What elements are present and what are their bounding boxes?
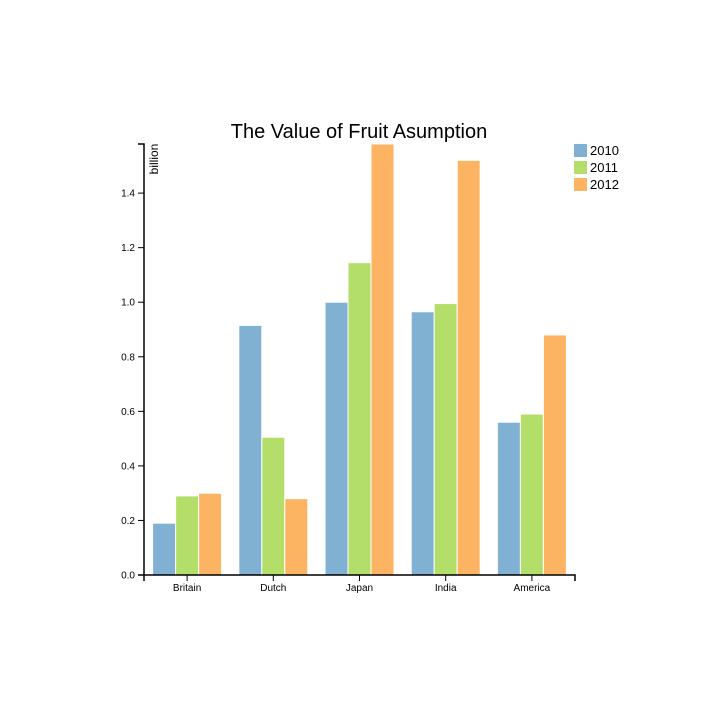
- legend-label-2010: 2010: [590, 143, 619, 158]
- bar-britain-2011: [175, 495, 200, 576]
- y-tick-label: 1.2: [121, 243, 135, 254]
- bar-japan-2012: [370, 143, 395, 576]
- x-tick-label: Japan: [346, 583, 373, 594]
- y-tick-label: 1.0: [121, 298, 135, 309]
- bar-america-2012: [542, 334, 567, 576]
- y-tick-label: 0.6: [121, 407, 135, 418]
- y-tick-label: 0.0: [121, 571, 135, 582]
- x-tick-label: America: [514, 583, 551, 594]
- bar-britain-2012: [198, 492, 223, 576]
- bar-india-2011: [433, 303, 458, 576]
- bar-dutch-2011: [261, 436, 286, 576]
- bar-india-2012: [456, 159, 481, 576]
- legend-label-2011: 2011: [590, 160, 618, 175]
- bar-japan-2011: [347, 262, 372, 576]
- legend-label-2012: 2012: [590, 177, 619, 192]
- bar-dutch-2010: [238, 324, 263, 576]
- chart-title: The Value of Fruit Asumption: [231, 121, 487, 143]
- y-tick-label: 0.4: [121, 461, 135, 472]
- bar-britain-2010: [152, 522, 177, 576]
- legend: 2010 2011 2012: [574, 143, 619, 192]
- y-axis-label: billion: [147, 144, 161, 175]
- legend-swatch-2010: [574, 144, 587, 157]
- y-tick-label: 0.2: [121, 516, 135, 527]
- x-tick-label: India: [435, 583, 457, 594]
- x-axis: Britain Dutch Japan India America: [143, 574, 576, 594]
- x-tick-label: Dutch: [260, 583, 286, 594]
- legend-swatch-2012: [574, 178, 587, 191]
- y-axis-line: [138, 143, 145, 576]
- bar-america-2010: [496, 421, 521, 576]
- bar-india-2010: [410, 311, 435, 576]
- y-axis: 0.0 0.2 0.4 0.6 0.8 1.0 1.2 1.4: [121, 143, 145, 582]
- y-tick-label: 0.8: [121, 352, 135, 363]
- bar-dutch-2012: [284, 498, 309, 576]
- x-tick-label: Britain: [173, 583, 201, 594]
- bars-group: [152, 143, 567, 576]
- bar-america-2011: [519, 413, 544, 576]
- bar-japan-2010: [324, 301, 349, 576]
- y-tick-label: 1.4: [121, 189, 135, 200]
- legend-swatch-2011: [574, 161, 587, 174]
